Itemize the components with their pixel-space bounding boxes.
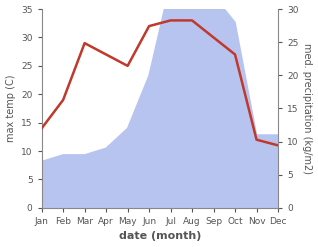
X-axis label: date (month): date (month): [119, 231, 201, 242]
Y-axis label: max temp (C): max temp (C): [5, 75, 16, 142]
Y-axis label: med. precipitation (kg/m2): med. precipitation (kg/m2): [302, 43, 313, 174]
